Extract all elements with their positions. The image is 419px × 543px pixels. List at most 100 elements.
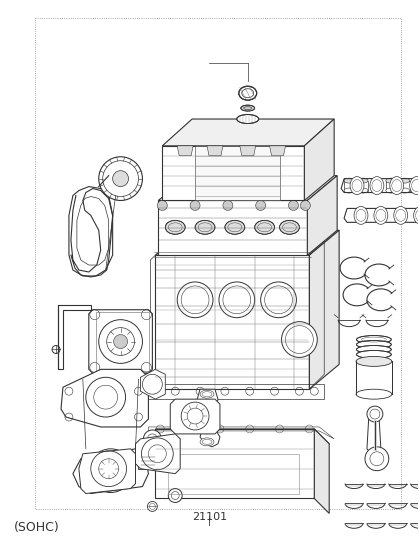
Polygon shape [155, 429, 329, 444]
Ellipse shape [200, 426, 214, 434]
Ellipse shape [372, 178, 382, 183]
Ellipse shape [400, 178, 410, 183]
Polygon shape [89, 310, 153, 374]
Ellipse shape [394, 206, 408, 224]
Polygon shape [177, 146, 193, 156]
Polygon shape [158, 175, 337, 200]
Polygon shape [207, 146, 223, 156]
Circle shape [99, 157, 142, 200]
Circle shape [300, 200, 310, 210]
Polygon shape [309, 230, 339, 389]
Circle shape [282, 321, 317, 357]
Polygon shape [358, 181, 368, 191]
Ellipse shape [400, 188, 410, 193]
Ellipse shape [374, 206, 388, 224]
Ellipse shape [200, 414, 214, 422]
Circle shape [114, 334, 127, 349]
Ellipse shape [344, 188, 354, 193]
Text: 21101: 21101 [192, 512, 227, 522]
Polygon shape [170, 399, 220, 434]
Polygon shape [400, 181, 410, 191]
Circle shape [168, 489, 182, 502]
Polygon shape [155, 255, 309, 389]
Ellipse shape [386, 178, 396, 183]
Circle shape [190, 200, 200, 210]
Polygon shape [162, 119, 334, 146]
Polygon shape [135, 434, 180, 473]
Ellipse shape [370, 176, 384, 194]
Ellipse shape [357, 336, 391, 344]
Ellipse shape [386, 188, 396, 193]
Polygon shape [61, 369, 148, 427]
Polygon shape [314, 429, 329, 513]
Ellipse shape [344, 178, 354, 183]
Circle shape [367, 406, 383, 422]
Ellipse shape [414, 178, 419, 183]
Ellipse shape [357, 340, 391, 349]
Ellipse shape [356, 356, 392, 367]
Polygon shape [140, 369, 165, 399]
Ellipse shape [195, 220, 215, 234]
Ellipse shape [241, 105, 255, 111]
Polygon shape [372, 181, 382, 191]
Polygon shape [240, 146, 256, 156]
Polygon shape [79, 449, 135, 494]
Polygon shape [356, 362, 392, 394]
Ellipse shape [354, 206, 368, 224]
Ellipse shape [358, 178, 368, 183]
Polygon shape [304, 119, 334, 200]
Ellipse shape [372, 188, 382, 193]
Circle shape [288, 200, 298, 210]
Polygon shape [69, 187, 113, 276]
Ellipse shape [410, 176, 419, 194]
Polygon shape [269, 146, 285, 156]
Ellipse shape [414, 206, 419, 224]
Ellipse shape [357, 350, 391, 358]
Ellipse shape [279, 220, 300, 234]
Polygon shape [367, 411, 387, 466]
Circle shape [261, 282, 296, 318]
Circle shape [158, 200, 167, 210]
Ellipse shape [176, 238, 204, 248]
Circle shape [160, 440, 174, 454]
Ellipse shape [237, 115, 259, 123]
Ellipse shape [239, 86, 257, 100]
Circle shape [223, 200, 233, 210]
Text: (SOHC): (SOHC) [14, 521, 59, 534]
Circle shape [86, 377, 126, 417]
Polygon shape [196, 389, 220, 447]
Polygon shape [138, 454, 158, 469]
Ellipse shape [255, 220, 274, 234]
Polygon shape [195, 146, 279, 200]
Ellipse shape [414, 188, 419, 193]
Circle shape [104, 464, 118, 478]
Bar [35, 18, 401, 509]
Polygon shape [162, 146, 304, 200]
Ellipse shape [165, 220, 185, 234]
Ellipse shape [356, 389, 392, 399]
Ellipse shape [200, 438, 214, 446]
Polygon shape [308, 175, 337, 255]
Circle shape [177, 282, 213, 318]
Ellipse shape [390, 176, 403, 194]
Polygon shape [414, 181, 419, 191]
Ellipse shape [200, 402, 214, 410]
Ellipse shape [281, 238, 308, 248]
Circle shape [365, 447, 389, 471]
Ellipse shape [200, 390, 214, 398]
Circle shape [256, 200, 266, 210]
Polygon shape [77, 197, 109, 265]
Circle shape [99, 320, 142, 363]
Polygon shape [158, 200, 308, 255]
Ellipse shape [225, 220, 245, 234]
Circle shape [147, 502, 158, 512]
Polygon shape [155, 230, 339, 255]
Ellipse shape [358, 188, 368, 193]
Ellipse shape [350, 176, 364, 194]
Polygon shape [73, 449, 148, 494]
Circle shape [113, 171, 129, 187]
Ellipse shape [246, 238, 274, 248]
Ellipse shape [357, 345, 391, 353]
Circle shape [143, 430, 161, 448]
Ellipse shape [211, 238, 239, 248]
